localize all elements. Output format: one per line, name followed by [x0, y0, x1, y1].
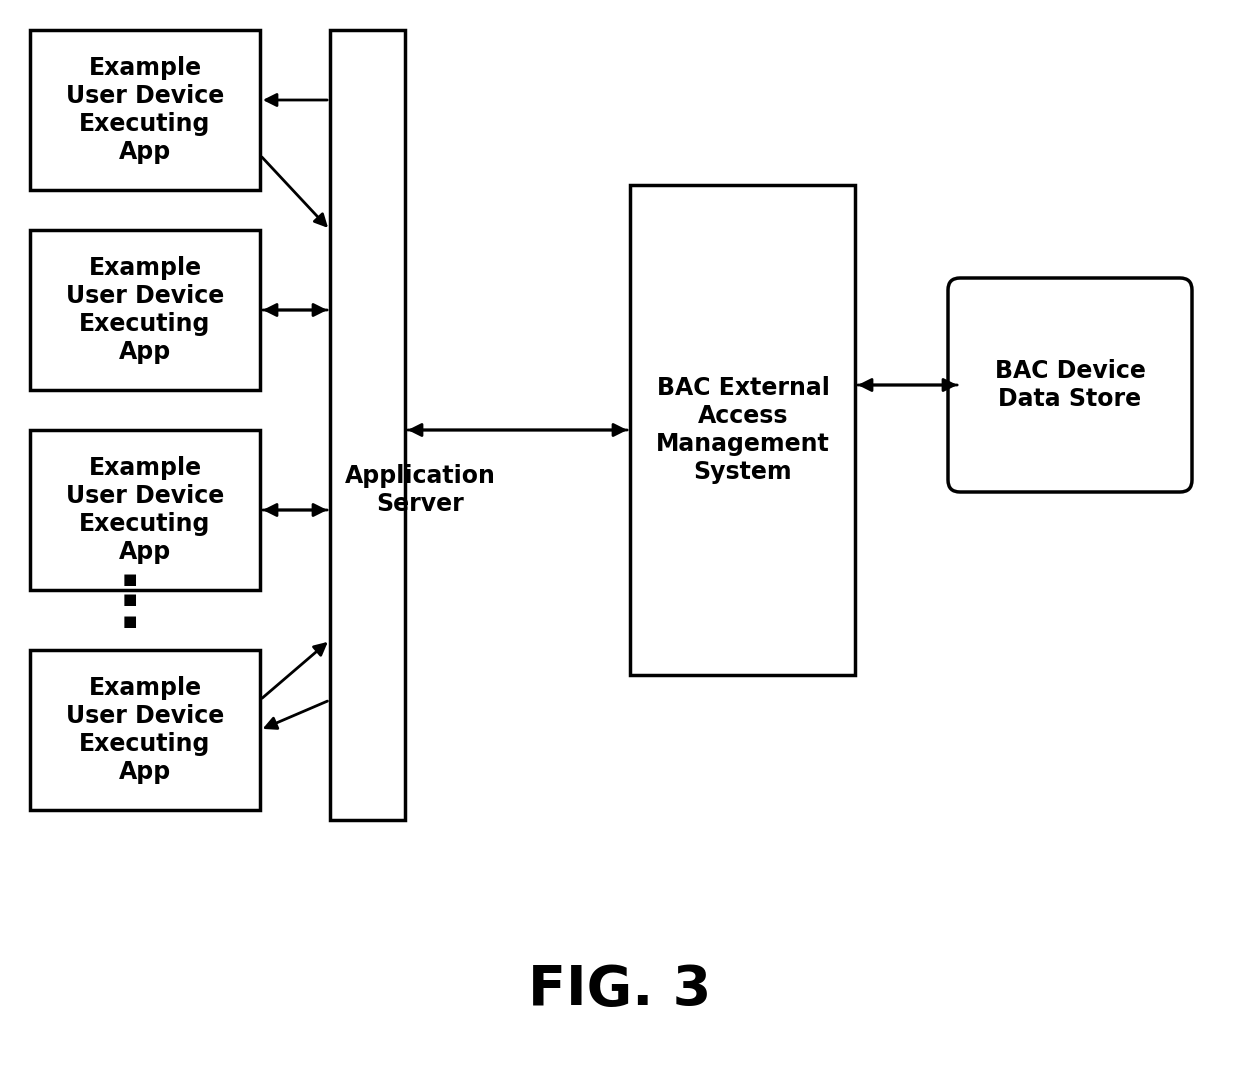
Text: FIG. 3: FIG. 3 — [528, 963, 712, 1017]
Text: BAC External
Access
Management
System: BAC External Access Management System — [656, 376, 830, 484]
FancyBboxPatch shape — [630, 185, 856, 675]
Text: ■
■
■: ■ ■ ■ — [123, 572, 138, 629]
FancyBboxPatch shape — [30, 430, 260, 590]
FancyBboxPatch shape — [30, 651, 260, 810]
FancyBboxPatch shape — [330, 30, 405, 820]
Text: Example
User Device
Executing
App: Example User Device Executing App — [66, 457, 224, 563]
Text: Example
User Device
Executing
App: Example User Device Executing App — [66, 676, 224, 784]
Text: Example
User Device
Executing
App: Example User Device Executing App — [66, 56, 224, 164]
FancyBboxPatch shape — [949, 278, 1192, 492]
Text: Application
Server: Application Server — [345, 464, 496, 516]
FancyBboxPatch shape — [30, 230, 260, 390]
FancyBboxPatch shape — [30, 30, 260, 190]
Text: BAC Device
Data Store: BAC Device Data Store — [994, 359, 1146, 411]
Text: Example
User Device
Executing
App: Example User Device Executing App — [66, 256, 224, 364]
